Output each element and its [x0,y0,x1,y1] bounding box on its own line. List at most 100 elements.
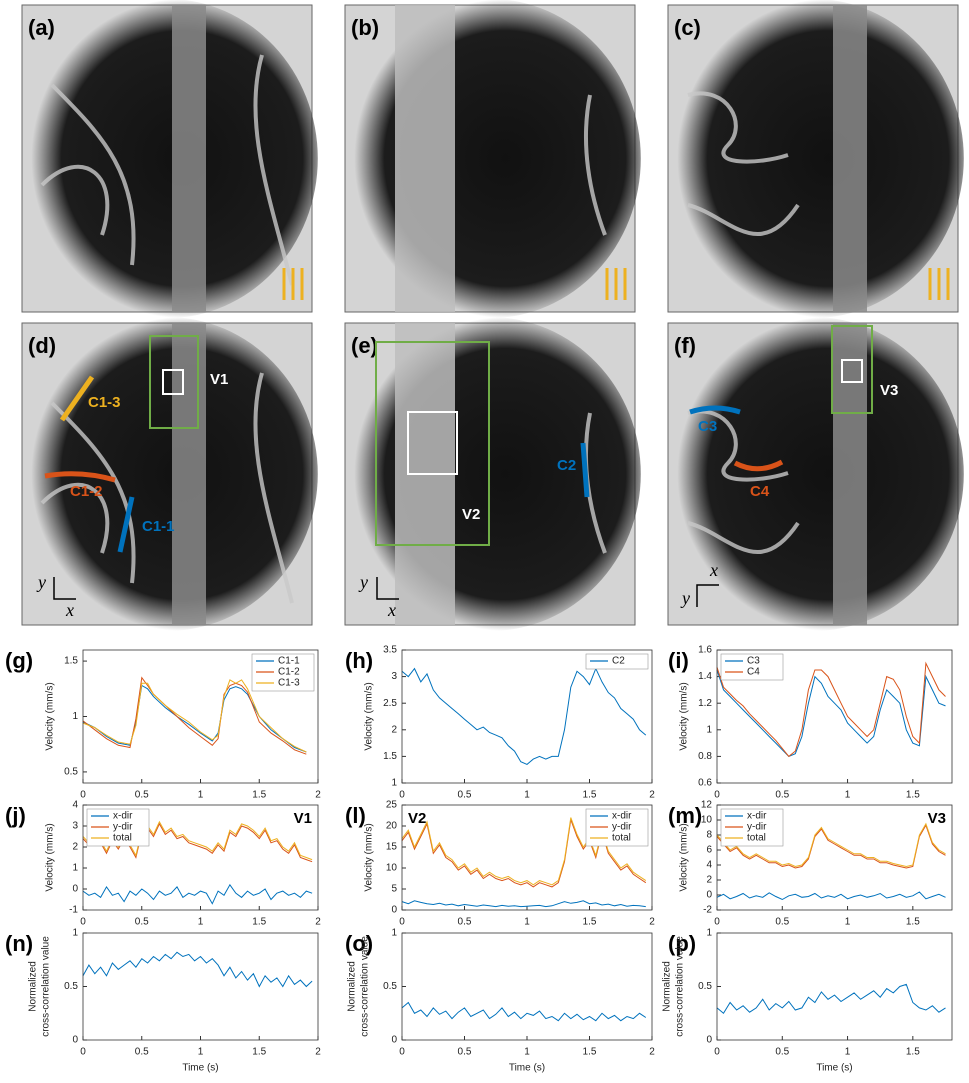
y-tick-label: 5 [391,884,397,895]
figure: (a)(b)(c)(d)V1C1-3C1-2C1-1yx(e)V2C2yx(f)… [0,0,969,1078]
x-tick-label: 1.5 [583,790,597,801]
image-panel: (c) [662,0,964,318]
chart-annotation: V1 [294,810,312,827]
y-axis-label: Normalized [347,961,358,1012]
y-tick-label: 2 [391,724,397,735]
x-tick-label: 2 [649,1047,655,1058]
x-tick-label: 0 [80,917,86,928]
legend-label: C1-3 [278,678,300,689]
y-tick-label: 4 [706,860,712,871]
legend-label: C2 [612,656,625,667]
y-tick-label: 0.5 [698,981,712,992]
image-dark-region [662,317,964,631]
x-axis-label: Time (s) [816,1063,852,1074]
panel-label: (g) [5,648,33,673]
y-tick-label: 0 [391,905,397,916]
x-tick-label: 1 [845,790,851,801]
legend-label: total [612,833,631,844]
image-dark-region [339,317,641,631]
y-tick-label: 3 [391,671,397,682]
axis-letter: x [709,560,718,580]
legend-label: C3 [747,656,760,667]
panel-label: (h) [345,648,373,673]
x-tick-label: 0 [399,917,405,928]
x-tick-label: 2 [315,917,321,928]
legend-label: C1-2 [278,667,300,678]
annotation: C1-1 [142,518,175,535]
x-tick-label: 1.5 [906,790,920,801]
y-tick-label: 4 [72,800,78,811]
y-tick-label: 10 [701,815,713,826]
x-tick-label: 2 [649,917,655,928]
y-tick-label: 1 [72,928,78,939]
y-tick-label: 10 [386,863,398,874]
y-tick-label: -2 [703,905,712,916]
y-axis-label: cross-correlation value [360,936,371,1037]
legend-label: x-dir [113,811,133,822]
x-tick-label: 1.5 [252,1047,266,1058]
vessel [172,5,206,312]
y-axis-label: Velocity (mm/s) [364,823,375,891]
y-tick-label: 1 [391,778,397,789]
y-tick-label: 0.5 [383,981,397,992]
panel-label: (j) [5,803,26,828]
x-axis-label: Time (s) [182,1063,218,1074]
y-axis-label: Velocity (mm/s) [45,823,56,891]
x-tick-label: 0 [399,1047,405,1058]
chart: 00.5100.511.5(p)Normalizedcross-correlat… [662,928,952,1074]
x-tick-label: 1.5 [252,790,266,801]
annotation: C2 [557,457,576,474]
x-tick-label: 1 [524,917,530,928]
y-tick-label: 0 [72,884,78,895]
panel-label: (a) [28,15,55,40]
legend-label: C4 [747,667,760,678]
y-axis-label: Velocity (mm/s) [679,823,690,891]
image-dark-region [662,0,964,318]
y-tick-label: 12 [701,800,713,811]
y-axis-label: Velocity (mm/s) [45,682,56,750]
y-tick-label: -1 [69,905,78,916]
legend-label: total [747,833,766,844]
x-tick-label: 0.5 [775,1047,789,1058]
image-panel: (a) [16,0,318,318]
y-tick-label: 2 [72,842,78,853]
x-tick-label: 0.5 [458,917,472,928]
x-tick-label: 0 [80,1047,86,1058]
axis-letter: x [387,600,396,620]
legend-label: total [113,833,132,844]
image-panel: (e)V2C2yx [339,317,641,631]
axis-letter: y [36,572,46,592]
x-tick-label: 0.5 [458,1047,472,1058]
x-tick-label: 2 [315,790,321,801]
x-tick-label: 1 [845,917,851,928]
y-tick-label: 25 [386,800,398,811]
annotation: V1 [210,371,228,388]
x-tick-label: 1 [524,1047,530,1058]
legend-label: y-dir [113,822,133,833]
x-tick-label: 0 [714,790,720,801]
x-tick-label: 1.5 [906,917,920,928]
y-tick-label: 1.2 [698,698,712,709]
y-axis-label: Velocity (mm/s) [364,682,375,750]
panel-label: (i) [668,648,689,673]
y-tick-label: 0 [706,890,712,901]
panel-label: (e) [351,333,378,358]
x-tick-label: 2 [649,790,655,801]
page: {"image_panels":[ {"label":"(a)"}, {"lab… [0,0,969,1083]
panel-label: (f) [674,333,696,358]
x-tick-label: 0 [399,790,405,801]
panel-label: (n) [5,931,33,956]
y-axis-label: cross-correlation value [675,936,686,1037]
plot-area [402,650,652,783]
image-dark-region [16,0,318,318]
x-tick-label: 1.5 [252,917,266,928]
x-tick-label: 1.5 [583,1047,597,1058]
x-tick-label: 1 [198,917,204,928]
annotation: C3 [698,418,717,435]
chart: 11.522.533.500.511.52(h)Velocity (mm/s)C… [345,645,655,801]
x-tick-label: 2 [315,1047,321,1058]
x-tick-label: 0 [714,917,720,928]
y-tick-label: 20 [386,821,398,832]
panel-label: (l) [345,803,366,828]
